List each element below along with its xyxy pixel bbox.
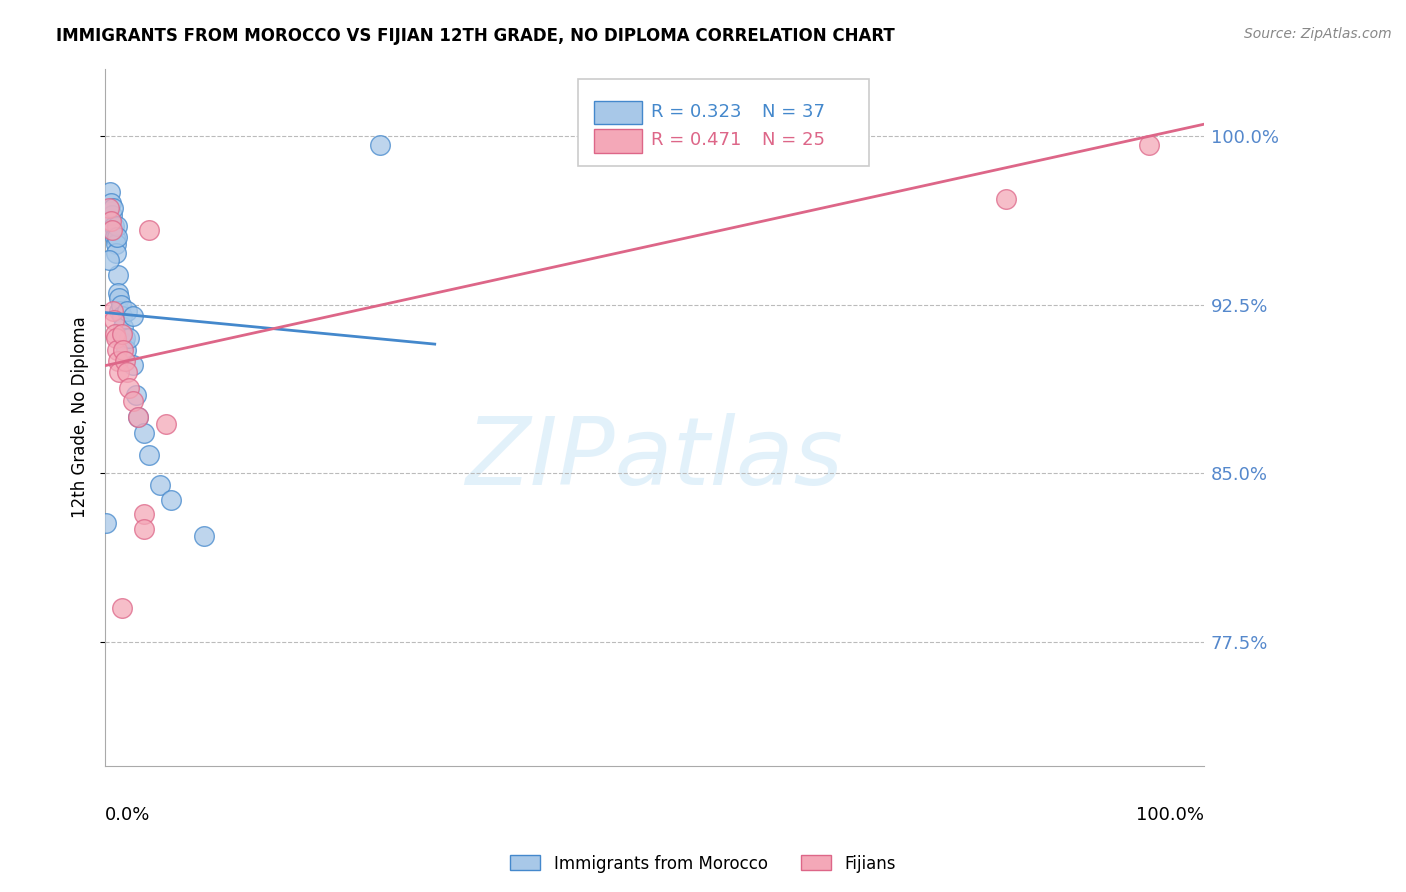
Point — [108, 304, 131, 318]
Point — [121, 394, 143, 409]
Y-axis label: 12th Grade, No Diploma: 12th Grade, No Diploma — [72, 316, 89, 518]
Point — [111, 320, 134, 334]
Point — [138, 223, 160, 237]
FancyBboxPatch shape — [593, 129, 643, 153]
Text: 100.0%: 100.0% — [1136, 806, 1204, 824]
Point — [1137, 138, 1160, 153]
Point — [994, 192, 1017, 206]
Point — [118, 331, 141, 345]
Point — [97, 201, 120, 215]
Point — [98, 185, 121, 199]
Point — [103, 219, 125, 233]
Point — [97, 252, 120, 267]
Point — [160, 493, 183, 508]
Point — [104, 326, 127, 341]
Text: R = 0.323: R = 0.323 — [651, 103, 741, 120]
Point — [111, 326, 134, 341]
Legend: Immigrants from Morocco, Fijians: Immigrants from Morocco, Fijians — [503, 848, 903, 880]
Point — [115, 304, 138, 318]
FancyBboxPatch shape — [593, 101, 643, 124]
Point — [97, 214, 120, 228]
Point — [127, 410, 149, 425]
Point — [111, 601, 134, 615]
Point — [149, 477, 172, 491]
Point — [104, 230, 127, 244]
Point — [107, 354, 129, 368]
Point — [100, 214, 122, 228]
Text: 0.0%: 0.0% — [105, 806, 150, 824]
Point — [132, 425, 155, 440]
Text: N = 25: N = 25 — [762, 131, 825, 149]
Point — [107, 268, 129, 283]
Point — [105, 246, 128, 260]
Point — [111, 326, 134, 341]
Text: R = 0.471: R = 0.471 — [651, 131, 741, 149]
Point — [115, 343, 138, 357]
Text: N = 37: N = 37 — [762, 103, 825, 120]
Point — [105, 331, 128, 345]
Point — [841, 124, 863, 138]
Point — [105, 230, 128, 244]
Point — [101, 201, 124, 215]
Point — [107, 286, 129, 301]
Text: Source: ZipAtlas.com: Source: ZipAtlas.com — [1244, 27, 1392, 41]
Point — [101, 208, 124, 222]
Point — [112, 335, 135, 350]
Point — [101, 223, 124, 237]
Point — [125, 387, 148, 401]
Point — [132, 523, 155, 537]
Point — [121, 359, 143, 373]
Point — [101, 304, 124, 318]
Point — [100, 196, 122, 211]
Point — [132, 507, 155, 521]
Point — [101, 223, 124, 237]
Point — [105, 236, 128, 251]
Point — [127, 410, 149, 425]
Point — [193, 529, 215, 543]
Point — [114, 331, 136, 345]
Point — [108, 291, 131, 305]
Point — [105, 219, 128, 233]
Point — [118, 381, 141, 395]
Point — [96, 516, 118, 530]
Text: ZIPatlas: ZIPatlas — [465, 413, 844, 504]
Point — [111, 343, 134, 357]
Text: IMMIGRANTS FROM MOROCCO VS FIJIAN 12TH GRADE, NO DIPLOMA CORRELATION CHART: IMMIGRANTS FROM MOROCCO VS FIJIAN 12TH G… — [56, 27, 896, 45]
Point — [368, 138, 391, 153]
Point — [108, 365, 131, 379]
FancyBboxPatch shape — [578, 79, 869, 166]
Point — [138, 448, 160, 462]
Point — [114, 354, 136, 368]
Point — [103, 313, 125, 327]
Point — [111, 309, 134, 323]
Point — [105, 343, 128, 357]
Point — [155, 417, 177, 431]
Point — [115, 365, 138, 379]
Point — [110, 298, 132, 312]
Point — [121, 309, 143, 323]
